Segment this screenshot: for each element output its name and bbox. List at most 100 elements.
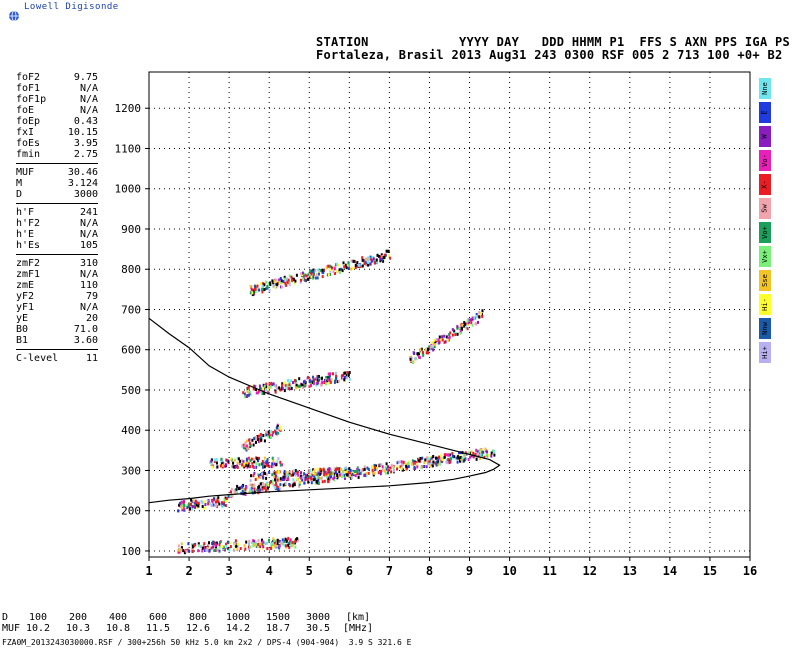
echo-point: [484, 447, 487, 451]
echo-point: [259, 482, 262, 486]
echo-point: [485, 453, 488, 457]
echo-point: [311, 380, 314, 384]
echo-point: [265, 460, 268, 464]
echo-point: [253, 471, 256, 475]
echo-point: [281, 383, 283, 387]
echo-point: [279, 388, 282, 392]
param-value: 3000: [73, 189, 98, 200]
param-separator: [16, 203, 98, 204]
echo-point: [280, 541, 283, 544]
echo-point: [218, 502, 221, 506]
echo-point: [466, 319, 469, 323]
echo-point: [366, 466, 369, 470]
legend-label: Sw: [760, 204, 769, 213]
echo-point: [228, 541, 231, 545]
echo-point: [268, 288, 271, 292]
echo-point: [299, 480, 301, 484]
station-header: STATION YYYY DAY DDD HHMM P1 FFS S AXN P…: [316, 35, 791, 49]
param-value: 71.0: [73, 324, 98, 335]
echo-point: [297, 470, 299, 474]
legend-label: Hi+: [760, 346, 769, 359]
echo-point: [284, 537, 287, 541]
echo-point: [292, 541, 295, 545]
echo-point: [251, 457, 253, 461]
echo-point: [273, 541, 276, 545]
echo-point: [336, 476, 339, 480]
echo-point: [486, 450, 488, 454]
echo-point: [187, 502, 190, 506]
param-value: N/A: [79, 83, 98, 94]
echo-point: [263, 465, 266, 469]
echo-point: [194, 505, 197, 509]
echo-point: [293, 481, 296, 485]
echo-point: [317, 375, 320, 378]
echo-point: [458, 454, 461, 457]
echo-point: [261, 474, 264, 478]
echo-point: [375, 258, 378, 262]
echo-point: [320, 476, 323, 480]
x-tick-label: 1: [145, 564, 152, 578]
echo-point: [221, 501, 223, 505]
echo-point: [317, 472, 320, 476]
echo-point: [294, 379, 296, 382]
echo-point: [185, 550, 188, 553]
echo-point: [356, 472, 359, 476]
echo-point: [256, 391, 259, 395]
echo-point: [416, 462, 418, 466]
echo-point: [265, 433, 268, 437]
echo-point: [411, 459, 414, 463]
echo-point: [264, 472, 267, 476]
echo-point: [177, 509, 180, 513]
echo-point: [253, 292, 255, 296]
echo-point: [462, 324, 465, 328]
echo-point: [265, 472, 268, 476]
echo-point: [473, 316, 476, 320]
echo-point: [221, 462, 223, 466]
echo-point: [361, 258, 364, 262]
echo-point: [340, 374, 343, 378]
echo-point: [400, 463, 403, 467]
echo-point: [402, 460, 405, 464]
param-name: h'E: [16, 229, 35, 240]
echo-point: [396, 467, 398, 471]
echo-point: [379, 463, 381, 467]
echo-point: [272, 483, 275, 487]
echo-point: [268, 383, 271, 387]
echo-point: [435, 463, 438, 467]
echo-point: [247, 464, 250, 468]
echo-point: [381, 258, 383, 262]
param-row: C-level 11: [16, 353, 98, 364]
y-tick-label: 900: [121, 223, 141, 236]
param-row: h'Es 105: [16, 240, 98, 251]
echo-point: [270, 542, 273, 546]
echo-point: [331, 472, 334, 475]
echo-point: [336, 474, 339, 478]
echo-point: [328, 467, 331, 471]
echo-point: [196, 505, 198, 509]
echo-point: [423, 461, 426, 465]
echo-point: [345, 376, 348, 380]
echo-point: [422, 351, 424, 355]
echo-point: [339, 473, 341, 477]
echo-point: [293, 281, 296, 285]
echo-point: [259, 282, 262, 286]
echo-point: [252, 489, 255, 493]
echo-point: [340, 267, 343, 271]
echo-point: [410, 357, 413, 361]
echo-point: [279, 477, 282, 481]
echo-point: [270, 381, 273, 385]
param-value: 10.15: [67, 127, 98, 138]
echo-point: [255, 391, 258, 395]
echo-point: [467, 321, 470, 324]
echo-point: [327, 376, 329, 380]
echo-point: [323, 381, 326, 384]
echo-point: [333, 265, 336, 269]
echo-point: [341, 269, 344, 273]
echo-point: [298, 484, 301, 488]
param-name: fxI: [16, 127, 35, 138]
echo-point: [474, 452, 477, 456]
echo-point: [334, 272, 336, 275]
echo-point: [271, 462, 274, 466]
echo-point: [298, 482, 301, 486]
echo-point: [224, 463, 227, 467]
